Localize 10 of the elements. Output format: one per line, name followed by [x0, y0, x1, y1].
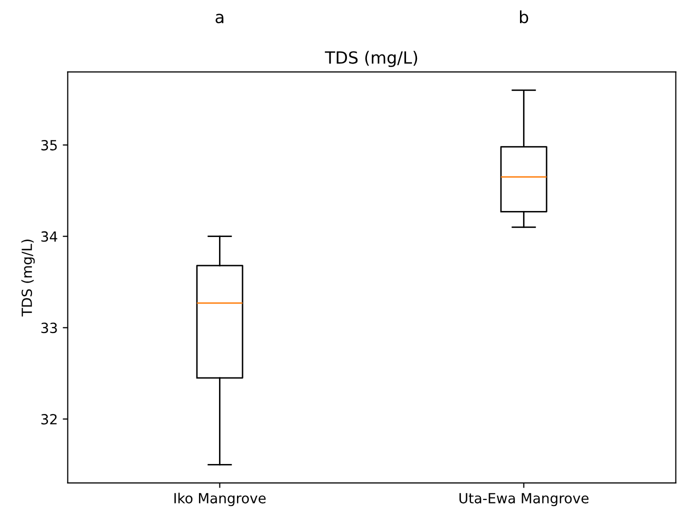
x-tick-label: Uta-Ewa Mangrove [459, 493, 589, 506]
y-tick-label: 32 [41, 414, 57, 424]
x-tick-label: Iko Mangrove [174, 492, 266, 506]
y-tick-label: 33 [41, 322, 57, 334]
text: b [520, 10, 528, 24]
y-tick-label: 35 [41, 140, 57, 150]
chart-title: TDS (mg/L) [324, 50, 418, 68]
text: a [216, 14, 224, 24]
y-axis-title: TDS (mg/L) [21, 240, 35, 316]
y-tick-label: 34 [41, 231, 58, 242]
